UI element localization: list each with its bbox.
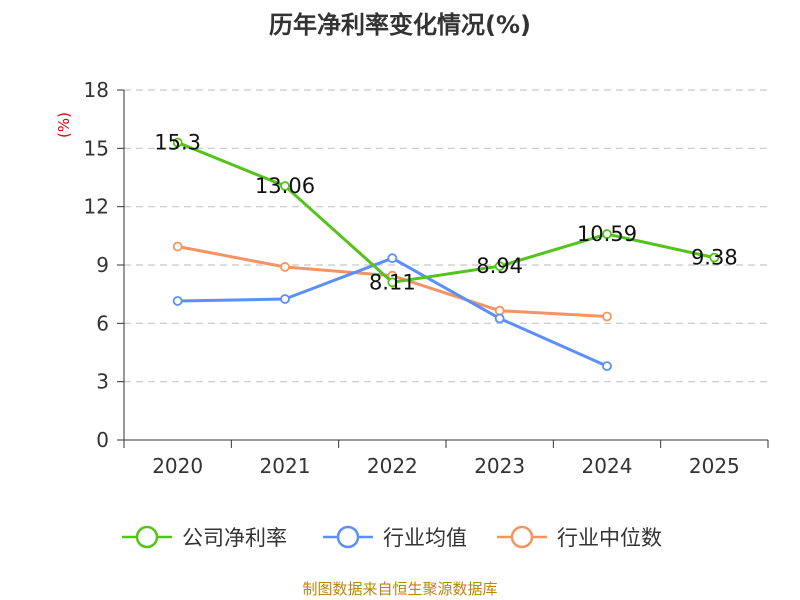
legend-label: 公司净利率 <box>182 526 287 550</box>
legend-marker <box>135 525 159 549</box>
x-tick-label: 2020 <box>152 454 203 478</box>
data-label: 9.38 <box>691 246 738 270</box>
x-tick-label: 2021 <box>260 454 311 478</box>
y-tick-label: 12 <box>84 195 109 219</box>
series-line <box>177 141 715 284</box>
series-point <box>494 313 505 324</box>
y-tick-label: 18 <box>84 78 109 102</box>
series-point <box>172 241 183 252</box>
data-label: 8.11 <box>369 270 416 294</box>
y-tick-label: 3 <box>96 370 109 394</box>
data-label: 10.59 <box>577 222 637 246</box>
series-point <box>172 137 183 148</box>
x-tick-label: 2023 <box>474 454 525 478</box>
y-tick-label: 6 <box>96 311 109 335</box>
legend: 公司净利率 行业均值 行业中位数 <box>122 525 662 550</box>
series-point <box>387 253 398 264</box>
x-axis-ticks: 2020 2021 2022 2023 2024 2025 <box>123 440 769 478</box>
x-tick-label: 2025 <box>689 454 740 478</box>
series-point <box>602 361 612 372</box>
data-label: 8.94 <box>476 254 523 278</box>
x-tick-label: 2024 <box>582 454 633 478</box>
series-point <box>494 305 505 316</box>
chart-title: 历年净利率变化情况(%) <box>269 11 531 39</box>
legend-marker <box>336 525 360 549</box>
legend-label: 行业均值 <box>383 526 467 550</box>
legend-marker <box>510 525 534 549</box>
series-point <box>280 294 290 304</box>
y-axis-unit-label: (%) <box>55 112 73 138</box>
data-labels: 15.3 13.06 8.11 8.94 10.59 9.38 <box>154 131 737 295</box>
series-point <box>709 252 720 263</box>
y-tick-label: 15 <box>84 136 109 160</box>
legend-label: 行业中位数 <box>557 526 662 550</box>
series-group <box>172 137 720 372</box>
series-point <box>387 277 398 288</box>
series-point <box>280 181 290 191</box>
series-point <box>602 229 612 239</box>
y-tick-label: 9 <box>96 253 109 277</box>
data-label: 15.3 <box>154 131 201 155</box>
x-tick-label: 2022 <box>367 454 418 478</box>
y-tick-label: 0 <box>96 428 109 452</box>
grid-lines <box>124 89 768 383</box>
series-point <box>280 262 290 272</box>
y-axis-ticks: 0 3 6 9 12 15 18 <box>84 78 124 452</box>
series-point <box>172 296 183 306</box>
data-label: 13.06 <box>255 174 315 198</box>
series-point <box>602 311 612 322</box>
source-note: 制图数据来自恒生聚源数据库 <box>302 580 497 598</box>
series-point <box>494 261 505 272</box>
